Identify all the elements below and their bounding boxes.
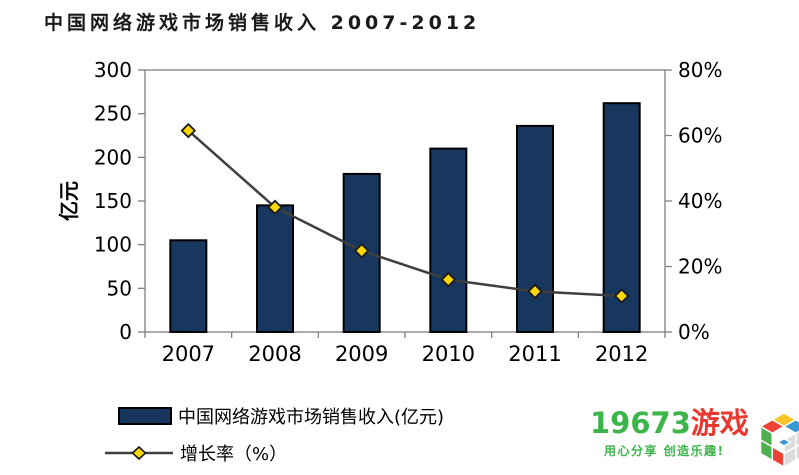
bar-2009 [342,172,381,333]
right-axis-label: 60% [678,124,722,148]
left-axis-label: 300 [94,58,132,82]
left-axis-label: 50 [107,276,132,300]
left-axis-label: 0 [119,320,132,344]
rubiks-cube-icon [759,412,799,468]
growth-line [187,129,622,298]
logo-word: 游戏 [690,406,749,440]
site-logo: 19673游戏 用心分享 创造乐趣! [590,408,799,471]
left-axis-label: 200 [94,145,132,169]
chart-legend: 中国网络游戏市场销售收入(亿元) 增长率（%） [105,403,444,466]
x-axis-label-2008: 2008 [248,342,301,366]
x-axis-label-2012: 2012 [595,342,648,366]
logo-text: 19673游戏 用心分享 创造乐趣! [590,408,749,459]
left-axis-label: 150 [94,189,132,213]
combo-chart: 0 50 100 150 200 250 300 0% 20% 40% 60% 80% 2007 2008… [57,58,722,366]
growth-marker-2011 [527,283,543,300]
bar-2010 [429,147,468,333]
growth-marker-2012 [613,288,630,304]
legend-item-growth: 增长率（%） [105,440,444,466]
logo-wordmark: 19673游戏 [590,408,749,438]
bar-2008 [256,204,294,333]
x-axis-label-2007: 2007 [162,342,215,366]
x-axis-label-2011: 2011 [508,342,561,366]
bar-swatch-icon [118,407,172,425]
growth-marker-2007 [180,122,197,139]
left-axis-label: 250 [94,102,132,126]
x-axis-label-2010: 2010 [422,342,475,366]
right-axis-label: 80% [678,58,722,82]
x-axis-label-2009: 2009 [335,342,388,366]
left-axis-label: 100 [94,233,132,257]
chart-title: 中国网络游戏市场销售收入 2007-2012 [44,12,481,34]
legend-item-revenue: 中国网络游戏市场销售收入(亿元) [118,403,444,429]
right-axis-label: 0% [678,320,710,344]
left-axis-title: 亿元 [57,181,81,221]
growth-marker-2008 [267,199,283,215]
line-diamond-swatch-icon [105,445,173,461]
bar-2007 [169,239,208,333]
legend-label-growth: 增长率（%） [180,444,288,465]
right-axis-label: 20% [678,255,722,279]
legend-label-revenue: 中国网络游戏市场销售收入(亿元) [178,407,445,428]
logo-number: 19673 [590,406,691,440]
bar-2011 [516,124,554,334]
growth-marker-2010 [440,271,457,288]
right-axis-label: 40% [678,189,722,213]
logo-tagline: 用心分享 创造乐趣! [604,444,725,459]
growth-marker-2009 [353,243,370,259]
plot-area [144,69,666,333]
